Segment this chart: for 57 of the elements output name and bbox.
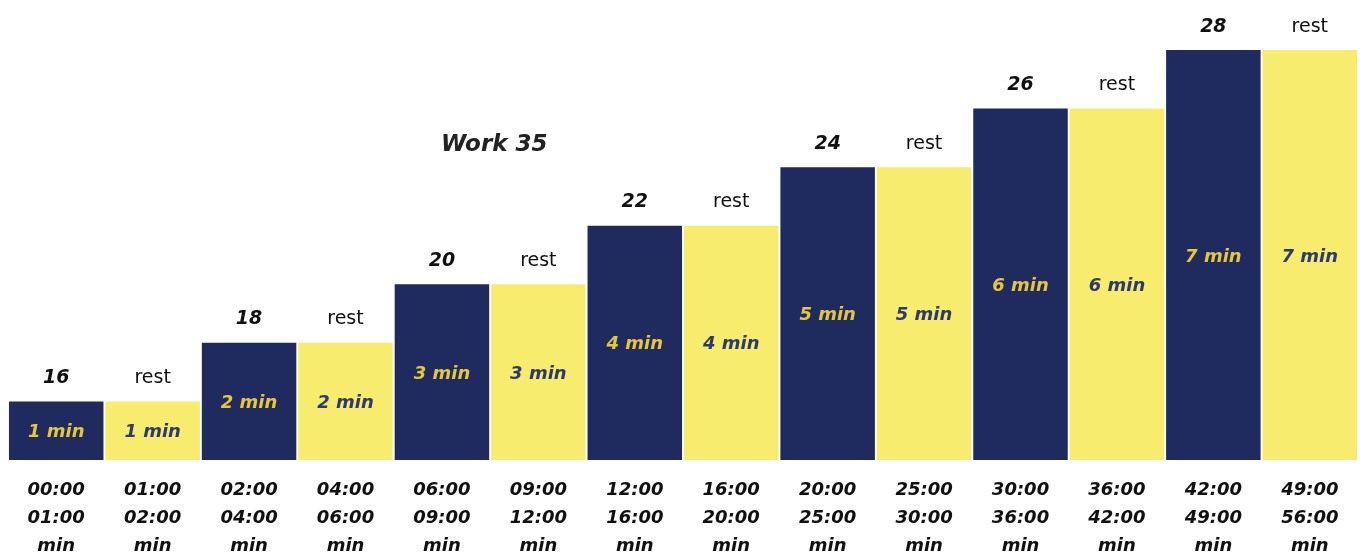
x-tick-label: 25:00 30:00 min [895,477,953,555]
annotation: rest [134,364,171,387]
x-tick-label: 16:00 20:00 min [702,477,760,555]
x-tick-label: 36:00 42:00 min [1087,477,1146,555]
x-tick-label: 30:00 36:00 min [991,477,1050,555]
data-label: 6 min [1088,273,1146,295]
data-label: 5 min [799,303,856,325]
bar [8,401,104,460]
data-label: 6 min [992,273,1049,295]
bar [876,167,972,460]
bar [683,225,779,460]
annotation: 16 [42,364,70,387]
bar [1069,108,1165,460]
annotation: 24 [814,130,841,153]
data-label: 3 min [510,361,567,383]
data-label: 1 min [27,420,85,442]
annotation: rest [1291,13,1328,36]
bar [491,284,586,460]
x-tick-label: 00:00 01:00 min [27,477,85,555]
x-tick-label: 02:00 04:00 min [220,477,278,555]
x-tick-label: 01:00 02:00 min [123,477,182,555]
bar [201,342,297,460]
x-tick-label: 20:00 25:00 min [798,477,857,555]
annotation: 22 [621,189,649,212]
x-tick-label: 12:00 16:00 min [606,477,664,555]
bar [780,167,875,460]
annotation: rest [520,247,557,270]
bar [1262,50,1358,460]
annotation: 20 [428,247,456,270]
data-label: 7 min [1185,244,1242,266]
annotation: rest [905,130,943,153]
x-tick-label: 42:00 49:00 min [1183,477,1243,555]
x-tick-label: 49:00 56:00 min [1280,477,1339,555]
data-label: 7 min [1281,244,1339,266]
data-label: 4 min [605,332,664,354]
data-label: 2 min [317,390,374,412]
x-tick-label: 09:00 12:00 min [509,477,568,555]
bar [105,401,200,460]
annotation: rest [327,306,364,329]
x-tick-label: 06:00 09:00 min [413,477,471,555]
data-label: 2 min [220,390,278,412]
text: Work 35 [441,129,548,156]
bar [973,108,1068,460]
bar [394,284,490,460]
data-label: 4 min [701,332,760,354]
x-tick-label: 04:00 06:00 min [316,477,375,555]
bar [587,225,683,460]
annotation: 18 [235,306,263,329]
bar [1166,50,1261,460]
annotation: rest [713,189,750,212]
data-label: 5 min [895,303,953,325]
data-label: 1 min [124,420,181,442]
annotation: 28 [1200,13,1227,36]
annotation: 26 [1007,72,1034,95]
bar [298,342,393,460]
annotation: rest [1098,72,1136,95]
data-label: 3 min [413,361,471,383]
